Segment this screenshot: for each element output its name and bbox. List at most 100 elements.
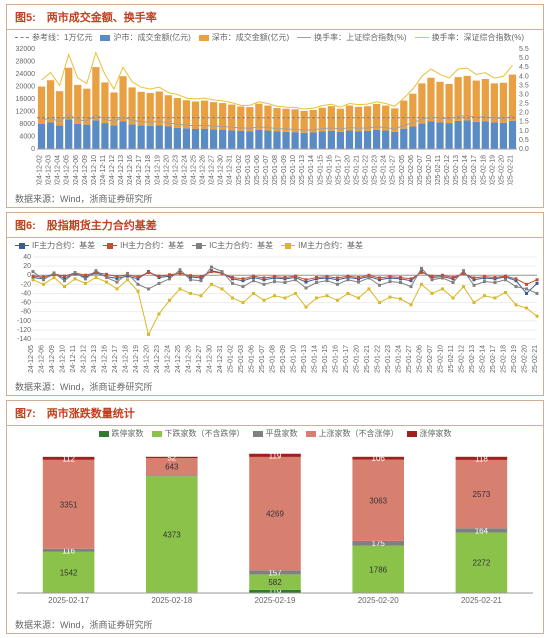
legend-label: IM主力合约：基差 bbox=[298, 240, 363, 251]
svg-text:16000: 16000 bbox=[16, 96, 36, 103]
svg-text:2024-12-05: 2024-12-05 bbox=[64, 155, 71, 185]
svg-text:0: 0 bbox=[31, 146, 35, 153]
svg-text:2024-12-06: 2024-12-06 bbox=[39, 345, 46, 373]
svg-text:2025-02-18: 2025-02-18 bbox=[501, 345, 508, 373]
chart7-body: 8154211633511122025-02-17254373386435220… bbox=[7, 441, 543, 616]
svg-text:2025-01-22: 2025-01-22 bbox=[375, 345, 382, 373]
legend-swatch bbox=[152, 431, 162, 437]
chart7-panel: 图7: 两市涨跌数量统计 跌停家数下跌家数（不含跌停）平盘家数上涨家数（不含涨停… bbox=[6, 400, 544, 634]
legend-label: IC主力合约：基差 bbox=[209, 240, 273, 251]
svg-text:2025-01-09: 2025-01-09 bbox=[280, 345, 287, 373]
svg-text:5.0: 5.0 bbox=[519, 55, 529, 62]
svg-text:20000: 20000 bbox=[16, 84, 36, 91]
svg-text:2024-12-13: 2024-12-13 bbox=[118, 155, 125, 185]
svg-text:8000: 8000 bbox=[19, 121, 35, 128]
svg-text:2025-01-21: 2025-01-21 bbox=[364, 345, 371, 373]
svg-text:112: 112 bbox=[62, 454, 75, 463]
svg-text:2025-02-21: 2025-02-21 bbox=[532, 345, 539, 373]
svg-text:2024-12-30: 2024-12-30 bbox=[207, 345, 214, 373]
svg-text:3063: 3063 bbox=[369, 496, 387, 505]
legend-label: 换手率：深证综合指数(%) bbox=[432, 32, 524, 43]
legend-label: 跌停家数 bbox=[112, 428, 144, 439]
chart5-title: 图5: 两市成交金额、换手率 bbox=[7, 5, 543, 30]
legend-label: 涨停家数 bbox=[420, 428, 452, 439]
legend-label: 换手率：上证综合指数(%) bbox=[314, 32, 406, 43]
svg-text:643: 643 bbox=[165, 463, 179, 472]
svg-text:2025-01-17: 2025-01-17 bbox=[343, 345, 350, 373]
svg-text:2024-12-25: 2024-12-25 bbox=[190, 155, 197, 185]
legend-label: 上涨家数（不含涨停） bbox=[319, 428, 399, 439]
legend-item: 参考线：1万亿元 bbox=[15, 32, 92, 43]
legend-item: 换手率：上证综合指数(%) bbox=[297, 32, 406, 43]
svg-text:2024-12-31: 2024-12-31 bbox=[227, 155, 234, 185]
svg-text:2025-02-19: 2025-02-19 bbox=[511, 345, 518, 373]
svg-text:2024-12-25: 2024-12-25 bbox=[175, 345, 182, 373]
svg-text:2025-02-20: 2025-02-20 bbox=[498, 155, 505, 185]
svg-text:2025-01-22: 2025-01-22 bbox=[363, 155, 370, 185]
legend-item: IF主力合约：基差 bbox=[15, 240, 95, 251]
svg-text:2025-01-15: 2025-01-15 bbox=[322, 345, 329, 373]
svg-text:2024-12-03: 2024-12-03 bbox=[46, 155, 53, 185]
svg-text:1542: 1542 bbox=[60, 568, 78, 577]
svg-text:-20: -20 bbox=[21, 281, 31, 288]
svg-text:2025-01-07: 2025-01-07 bbox=[259, 345, 266, 373]
chart5-source: 数据来源：Wind，浙商证券研究所 bbox=[7, 190, 543, 207]
svg-text:2025-02-13: 2025-02-13 bbox=[469, 345, 476, 373]
svg-text:2024-12-30: 2024-12-30 bbox=[218, 155, 225, 185]
svg-text:2024-12-18: 2024-12-18 bbox=[145, 155, 152, 185]
chart6-source: 数据来源：Wind，浙商证券研究所 bbox=[7, 378, 543, 395]
chart6-title: 图6: 股指期货主力合约基差 bbox=[7, 213, 543, 238]
svg-text:32000: 32000 bbox=[16, 46, 36, 53]
svg-text:2025-02-18: 2025-02-18 bbox=[480, 155, 487, 185]
svg-text:2025-02-10: 2025-02-10 bbox=[438, 345, 445, 373]
legend-item: 跌停家数 bbox=[99, 428, 144, 439]
legend-item: IC主力合约：基差 bbox=[192, 240, 273, 251]
svg-text:2025-02-12: 2025-02-12 bbox=[444, 155, 451, 185]
svg-text:2024-12-02: 2024-12-02 bbox=[37, 155, 44, 185]
svg-text:12000: 12000 bbox=[16, 109, 36, 116]
svg-text:2025-01-13: 2025-01-13 bbox=[301, 345, 308, 373]
svg-text:2024-12-17: 2024-12-17 bbox=[112, 345, 119, 373]
svg-text:2024-12-09: 2024-12-09 bbox=[82, 155, 89, 185]
legend-swatch bbox=[281, 245, 295, 246]
svg-text:4269: 4269 bbox=[266, 510, 284, 519]
svg-text:2025-01-07: 2025-01-07 bbox=[263, 155, 270, 185]
svg-text:2024-12-27: 2024-12-27 bbox=[209, 155, 216, 185]
svg-text:-100: -100 bbox=[17, 318, 31, 325]
legend-swatch bbox=[15, 37, 29, 38]
svg-text:2024-12-12: 2024-12-12 bbox=[81, 345, 88, 373]
svg-text:2025-01-27: 2025-01-27 bbox=[406, 345, 413, 373]
chart6-svg: -140-120-100-80-60-40-20020402024-12-052… bbox=[7, 253, 543, 373]
legend-label: 沪市：成交金额(亿元) bbox=[113, 32, 190, 43]
legend-swatch bbox=[297, 37, 311, 38]
svg-text:2025-01-15: 2025-01-15 bbox=[317, 155, 324, 185]
legend-swatch bbox=[99, 431, 109, 437]
svg-text:-140: -140 bbox=[17, 336, 31, 343]
legend-label: IF主力合约：基差 bbox=[32, 240, 95, 251]
svg-text:2025-02-11: 2025-02-11 bbox=[448, 345, 455, 373]
svg-text:4.0: 4.0 bbox=[519, 73, 529, 80]
legend-item: 沪市：成交金额(亿元) bbox=[100, 32, 190, 43]
svg-text:2024-12-05: 2024-12-05 bbox=[28, 345, 35, 373]
svg-text:2025-01-09: 2025-01-09 bbox=[281, 155, 288, 185]
legend-label: IH主力合约：基差 bbox=[120, 240, 184, 251]
svg-text:2024-12-23: 2024-12-23 bbox=[154, 345, 161, 373]
svg-text:1.0: 1.0 bbox=[519, 128, 529, 135]
svg-text:1786: 1786 bbox=[369, 565, 387, 574]
svg-text:2024-12-27: 2024-12-27 bbox=[196, 345, 203, 373]
svg-text:2024-12-24: 2024-12-24 bbox=[181, 155, 188, 185]
svg-text:2024-12-16: 2024-12-16 bbox=[127, 155, 134, 185]
svg-text:2024-12-17: 2024-12-17 bbox=[136, 155, 143, 185]
svg-text:118: 118 bbox=[475, 454, 488, 463]
svg-text:2025-01-06: 2025-01-06 bbox=[254, 155, 261, 185]
svg-text:2025-01-10: 2025-01-10 bbox=[291, 345, 298, 373]
svg-text:0.0: 0.0 bbox=[519, 146, 529, 153]
legend-swatch bbox=[407, 431, 417, 437]
svg-text:2025-01-20: 2025-01-20 bbox=[354, 345, 361, 373]
svg-text:3351: 3351 bbox=[60, 500, 78, 509]
svg-text:106: 106 bbox=[372, 454, 386, 463]
chart6-panel: 图6: 股指期货主力合约基差 IF主力合约：基差 IH主力合约：基差 IC主力合约：… bbox=[6, 212, 544, 396]
svg-text:2025-02-21: 2025-02-21 bbox=[461, 596, 502, 605]
legend-swatch bbox=[192, 245, 206, 246]
svg-text:2025-01-14: 2025-01-14 bbox=[312, 345, 319, 373]
